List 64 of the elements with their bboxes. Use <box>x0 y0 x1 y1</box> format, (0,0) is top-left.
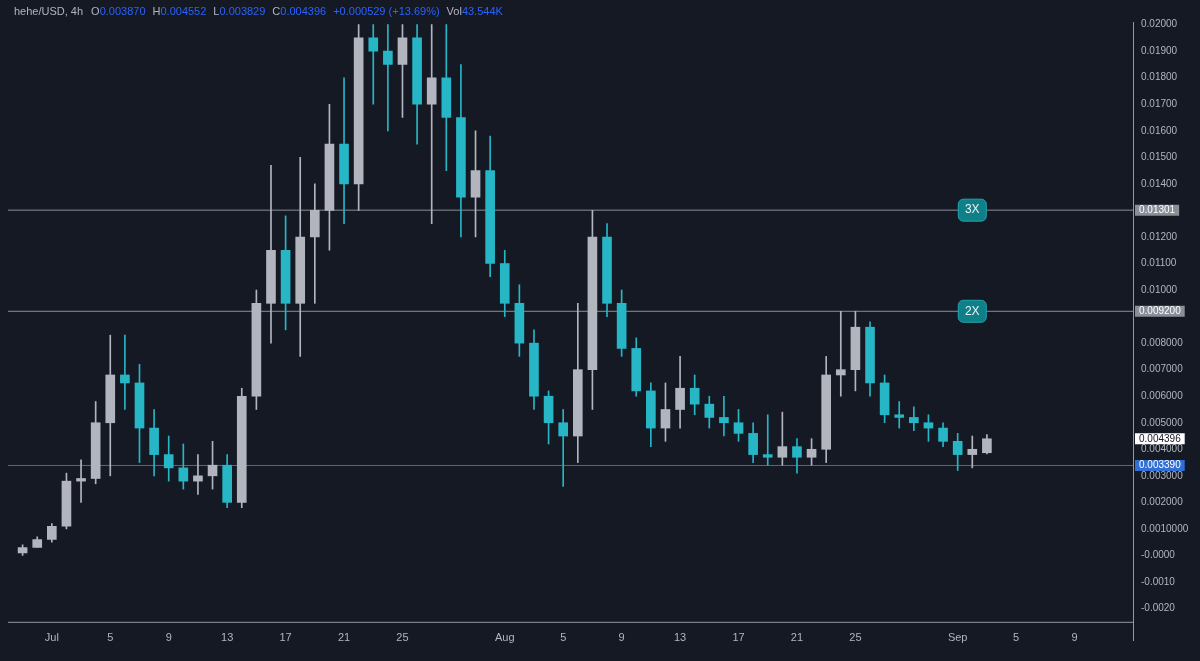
x-tick-label: 17 <box>732 631 745 644</box>
x-tick-label: 5 <box>1013 631 1020 644</box>
text: Vol43.544K <box>446 5 504 18</box>
text: H0.004552 <box>152 5 207 18</box>
candlestick <box>426 24 437 225</box>
x-tick-label: 9 <box>618 631 625 644</box>
y-tick-label: 0.002000 <box>1141 496 1184 508</box>
x-tick-label: 25 <box>396 631 409 644</box>
y-tick-label: 0.01700 <box>1141 98 1178 110</box>
chart-title: hehe/USD, 4h <box>14 5 84 18</box>
y-tick-label: 0.01800 <box>1141 71 1178 83</box>
candlestick <box>76 459 86 503</box>
y-tick-label: 0.008000 <box>1141 336 1184 348</box>
y-tick-label: 0.01100 <box>1141 257 1177 269</box>
candlestick <box>719 395 729 437</box>
text: O0.003870 <box>91 5 146 18</box>
y-tick-label: 0.01400 <box>1141 177 1178 189</box>
y-tick-label: 0.01200 <box>1141 230 1178 242</box>
candlestick <box>120 334 130 410</box>
y-tick-label: -0.0000 <box>1141 549 1176 561</box>
y-tick-label: 0.02000 <box>1141 18 1178 30</box>
candlestick <box>967 435 978 469</box>
ref-line-label: 0.01301 <box>1139 203 1176 215</box>
x-tick-label: 25 <box>849 631 862 644</box>
y-tick-label: 0.004000 <box>1141 443 1184 455</box>
x-tick-label: 9 <box>1071 631 1078 644</box>
y-tick-label: 0.0010000 <box>1141 522 1189 534</box>
x-tick-label: 17 <box>279 631 292 644</box>
annotation: 3X <box>964 202 980 217</box>
candlestick <box>835 310 846 397</box>
y-tick-label: 0.01900 <box>1141 44 1178 56</box>
candlestick <box>383 24 393 132</box>
y-tick-label: -0.0010 <box>1141 575 1176 587</box>
y-tick-label: -0.0020 <box>1141 602 1176 614</box>
text: +0.000529 (+13.69%) <box>333 5 440 18</box>
x-tick-label: 9 <box>165 631 172 644</box>
x-tick-label: 5 <box>560 631 567 644</box>
x-tick-label: Jul <box>44 631 59 644</box>
annotation: 2X <box>964 303 980 318</box>
text: C0.004396 <box>272 5 327 18</box>
x-tick-label: Sep <box>947 631 968 644</box>
text: 0.004396 <box>1139 432 1182 444</box>
candlestick <box>762 414 773 466</box>
y-tick-label: 0.01000 <box>1141 283 1178 295</box>
x-tick-label: 5 <box>107 631 114 644</box>
candlestick <box>894 401 905 429</box>
x-tick-label: 21 <box>337 631 351 644</box>
candlestick <box>558 409 569 487</box>
x-tick-label: 13 <box>221 631 234 644</box>
ref-line-label: 0.009200 <box>1139 305 1182 317</box>
y-tick-label: 0.005000 <box>1141 416 1184 428</box>
y-tick-label: 0.003000 <box>1141 469 1184 481</box>
y-tick-label: 0.01600 <box>1141 124 1178 136</box>
y-tick-label: 0.006000 <box>1141 389 1184 401</box>
y-tick-label: 0.007000 <box>1141 363 1184 375</box>
ref-line-label: 0.003390 <box>1139 459 1182 471</box>
x-tick-label: Aug <box>494 631 515 644</box>
y-tick-label: 0.01500 <box>1141 151 1178 163</box>
candlestick <box>368 24 379 105</box>
x-tick-label: 21 <box>790 631 804 644</box>
text: L0.003829 <box>213 5 266 18</box>
candlestick <box>909 406 919 432</box>
candlestick <box>309 183 320 304</box>
x-tick-label: 13 <box>673 631 687 644</box>
